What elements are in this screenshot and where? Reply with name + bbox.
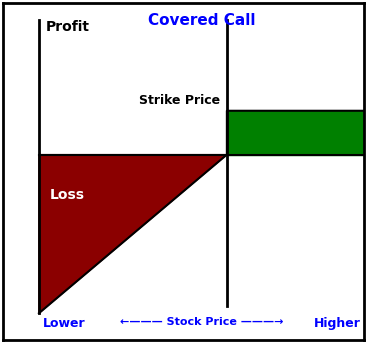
Text: Lower: Lower: [43, 317, 85, 330]
Text: ←——— Stock Price ———→: ←——— Stock Price ———→: [120, 317, 283, 327]
Text: Covered Call: Covered Call: [148, 13, 255, 28]
Polygon shape: [39, 155, 227, 313]
Text: Loss: Loss: [50, 188, 85, 202]
Text: Profit: Profit: [46, 20, 90, 34]
Text: Strike Price: Strike Price: [138, 94, 219, 107]
Polygon shape: [227, 111, 364, 155]
Text: Higher: Higher: [314, 317, 361, 330]
